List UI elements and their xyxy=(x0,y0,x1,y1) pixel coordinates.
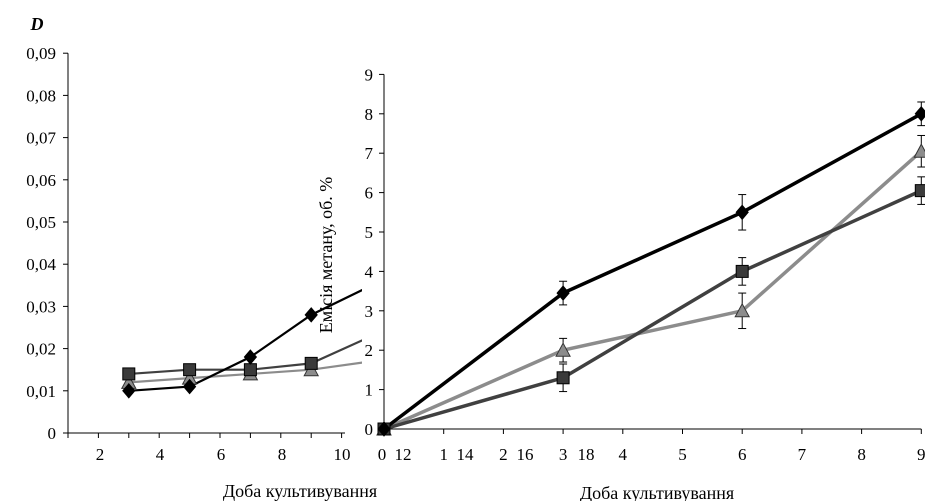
left-chart: 0 0,01 0,02 0,03 0,04 0,05 0,06 0,07 0,08 0,09 D 2 4… xyxy=(26,14,594,501)
left-y-axis-title: D xyxy=(30,14,44,34)
left-point-square xyxy=(122,367,136,381)
right-x-tick-label: 8 xyxy=(857,445,866,464)
right-panel-bg xyxy=(362,62,925,434)
right-x-tick-label: 3 xyxy=(559,445,568,464)
right-x-tick-label: 6 xyxy=(738,445,747,464)
left-point-diamond xyxy=(304,307,318,323)
left-series-line-diamond xyxy=(128,288,362,392)
left-x-tick-label: 18 xyxy=(578,445,595,464)
right-y-axis-title: Емісія метану, об. % xyxy=(316,177,336,334)
right-x-tick-label: 9 xyxy=(917,445,925,464)
left-x-tick-label: 12 xyxy=(395,445,412,464)
right-y-tick-label: 5 xyxy=(365,223,374,242)
right-y-tick-label: 7 xyxy=(365,144,374,163)
right-point-square xyxy=(735,264,749,278)
right-point-square xyxy=(556,371,570,385)
right-x-tick-label: 2 xyxy=(499,445,508,464)
right-y-tick-label: 9 xyxy=(365,65,374,84)
left-y-tick-label: 0,03 xyxy=(26,297,56,316)
left-y-tick-label: 0 xyxy=(48,424,57,443)
left-point-square xyxy=(243,363,257,377)
right-x-axis-title: Доба культивування xyxy=(580,483,734,501)
right-x-tick-label: 7 xyxy=(798,445,807,464)
right-point-square xyxy=(914,184,925,198)
left-series-line-triangle xyxy=(128,361,362,384)
left-x-tick-label: 10 xyxy=(334,445,351,464)
left-x-tick-label: 2 xyxy=(96,445,105,464)
left-x-axis-title: Доба культивування xyxy=(223,481,377,501)
left-point-diamond xyxy=(243,349,258,365)
right-point-diamond xyxy=(914,106,925,122)
right-y-tick-label: 1 xyxy=(365,381,374,400)
right-x-tick-label: 0 xyxy=(378,445,387,464)
right-x-tick-label: 1 xyxy=(439,445,448,464)
left-point-square xyxy=(304,356,318,370)
left-x-tick-label: 4 xyxy=(156,445,165,464)
right-point-diamond xyxy=(556,285,570,301)
right-point-diamond xyxy=(735,204,749,221)
left-y-tick-label: 0,04 xyxy=(26,255,56,274)
left-x-tick-label: 6 xyxy=(217,445,226,464)
right-series-line-diamond xyxy=(382,112,923,431)
right-y-tick-label: 8 xyxy=(365,105,374,124)
left-y-tick-label: 0,02 xyxy=(26,340,56,359)
right-point-triangle xyxy=(734,302,751,318)
right-y-tick-label: 6 xyxy=(365,184,374,203)
right-x-tick-label: 5 xyxy=(678,445,687,464)
right-y-tick-label: 4 xyxy=(365,262,374,281)
left-y-tick-label: 0,05 xyxy=(26,213,56,232)
left-point-diamond xyxy=(122,383,136,399)
left-y-tick-label: 0,07 xyxy=(26,129,56,148)
right-point-triangle xyxy=(555,342,571,357)
left-y-tick-label: 0,09 xyxy=(26,44,56,63)
left-series-line-square xyxy=(128,339,362,376)
left-point-diamond xyxy=(182,378,197,395)
right-y-tick-label: 0 xyxy=(365,420,374,439)
left-y-tick-label: 0,08 xyxy=(26,86,56,105)
right-x-tick-label: 4 xyxy=(619,445,628,464)
left-point-square xyxy=(183,363,197,377)
right-point-diamond xyxy=(377,421,391,437)
left-x-tick-label: 14 xyxy=(457,445,475,464)
left-x-tick-label: 16 xyxy=(517,445,534,464)
right-y-tick-label: 3 xyxy=(365,302,374,321)
left-x-tick-label: 8 xyxy=(278,445,287,464)
right-series-line-square xyxy=(383,189,923,431)
left-y-tick-label: 0,06 xyxy=(26,171,56,190)
right-y-tick-label: 2 xyxy=(365,341,374,360)
left-y-tick-label: 0,01 xyxy=(26,382,56,401)
